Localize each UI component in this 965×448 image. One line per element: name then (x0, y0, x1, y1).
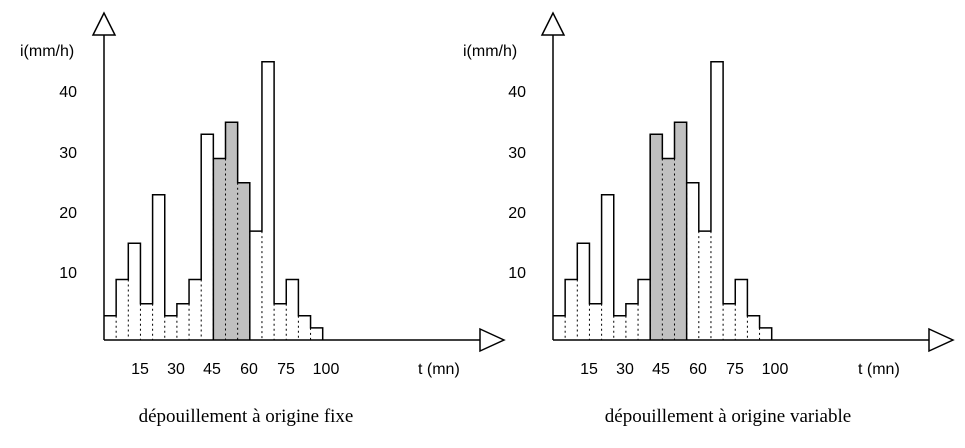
bar (638, 279, 651, 340)
chart-origine-fixe: i(mm/h) t (mn) 10 20 30 40 15 30 45 60 7… (20, 11, 506, 427)
bar (164, 315, 177, 340)
y-axis-arrow-icon (540, 11, 566, 36)
y-tick-label: 10 (508, 265, 526, 282)
bar (310, 327, 323, 340)
bar (747, 315, 760, 340)
y-axis-arrow-icon (91, 11, 117, 36)
bar (759, 327, 772, 340)
x-axis-arrow-icon (928, 327, 955, 353)
bar-highlighted (213, 158, 226, 340)
bar-highlighted (650, 134, 663, 340)
bar (189, 279, 202, 340)
bar (176, 303, 190, 340)
bar (589, 303, 602, 340)
bar (553, 315, 566, 340)
x-tick-label: 75 (277, 361, 295, 378)
bar (104, 315, 117, 340)
x-axis-label: t (mn) (858, 361, 900, 378)
bar (710, 61, 724, 340)
x-tick-label: 60 (689, 361, 707, 378)
bar-group (553, 60, 773, 340)
y-tick-label: 40 (59, 84, 77, 101)
y-tick-labels: 10 20 30 40 (508, 84, 526, 282)
bar (625, 303, 639, 340)
x-tick-label: 60 (240, 361, 258, 378)
x-tick-label: 30 (167, 361, 185, 378)
y-tick-label: 40 (508, 84, 526, 101)
x-tick-label: 100 (762, 361, 789, 378)
x-tick-label: 45 (652, 361, 670, 378)
y-tick-label: 30 (59, 145, 77, 162)
x-tick-label: 15 (580, 361, 598, 378)
bar-highlighted (225, 122, 238, 340)
y-tick-labels: 10 20 30 40 (59, 84, 77, 282)
x-axis-arrow-icon (479, 327, 506, 353)
x-tick-label: 45 (203, 361, 221, 378)
bar-highlighted (662, 158, 675, 340)
y-axis-label: i(mm/h) (20, 43, 74, 60)
chart-origine-variable: i(mm/h) t (mn) 10 20 30 40 15 30 45 60 7… (463, 11, 955, 427)
bar (261, 61, 275, 340)
bar (686, 182, 699, 340)
bar (613, 315, 626, 340)
y-tick-label: 20 (508, 205, 526, 222)
y-tick-label: 10 (59, 265, 77, 282)
bar (201, 134, 214, 340)
bar (249, 231, 262, 340)
bar (601, 194, 614, 340)
bar (723, 303, 736, 340)
x-tick-labels: 15 30 45 60 75 100 (580, 361, 788, 378)
bar (274, 303, 287, 340)
bar (140, 303, 153, 340)
bar (735, 279, 748, 340)
histogram-outline (553, 60, 773, 340)
y-tick-label: 30 (508, 145, 526, 162)
x-tick-label: 15 (131, 361, 149, 378)
bar-group (104, 60, 324, 340)
bar (298, 315, 311, 340)
x-axis-label: t (mn) (418, 361, 460, 378)
bar (152, 194, 165, 340)
x-tick-label: 75 (726, 361, 744, 378)
bar (565, 279, 578, 340)
bar (577, 243, 590, 340)
bar (286, 279, 299, 340)
bar (698, 231, 711, 340)
bar-highlighted (237, 182, 250, 340)
x-tick-label: 30 (616, 361, 634, 378)
x-tick-labels: 15 30 45 60 75 100 (131, 361, 339, 378)
y-tick-label: 20 (59, 205, 77, 222)
bar (128, 243, 141, 340)
bar-highlighted (674, 122, 687, 340)
chart-caption: dépouillement à origine fixe (139, 406, 354, 427)
y-axis-label: i(mm/h) (463, 43, 517, 60)
x-tick-label: 100 (313, 361, 340, 378)
chart-caption: dépouillement à origine variable (605, 406, 851, 427)
bar (116, 279, 129, 340)
